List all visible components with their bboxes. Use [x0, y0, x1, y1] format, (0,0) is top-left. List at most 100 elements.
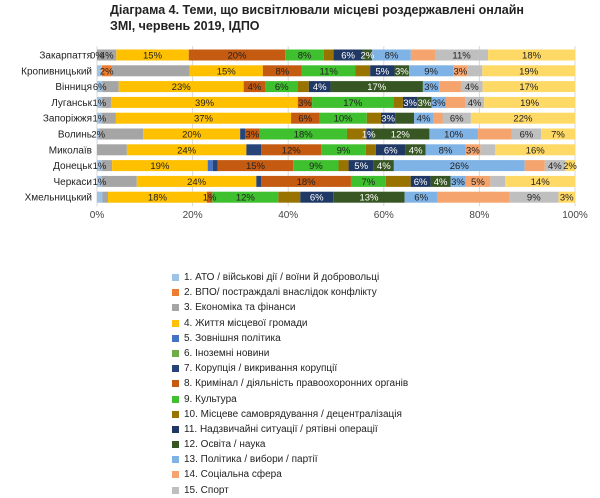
bar-segment [417, 96, 432, 108]
data-label: 3% [560, 193, 574, 204]
legend-swatch [172, 380, 179, 388]
bar-segment [243, 81, 266, 93]
data-label: 1% [362, 130, 376, 141]
bar-segment [330, 81, 423, 93]
bar-segment [395, 112, 415, 124]
data-label: 6% [414, 177, 428, 188]
bar-segment [338, 160, 349, 172]
bar-segment [111, 65, 190, 77]
category-label: Донецьк [53, 161, 92, 172]
legend-label: 9. Культура [184, 393, 237, 405]
category-label: Волинь [58, 130, 92, 141]
data-label: 13% [359, 193, 379, 204]
bar-segment [541, 128, 575, 140]
legend-item: 9. Культура [172, 392, 408, 407]
bar-segment [97, 65, 102, 77]
legend-label: 5. Зовнішня політика [184, 332, 281, 344]
legend-label: 1. АТО / військові дії / воїни й доброво… [184, 272, 380, 283]
bar-segment [112, 160, 208, 172]
legend-swatch [172, 486, 179, 494]
data-label: 18% [522, 51, 542, 62]
data-label: 20% [182, 130, 202, 141]
data-label: 2% [361, 51, 375, 62]
legend: 1. АТО / військові дії / воїни й доброво… [172, 270, 408, 498]
category-label: Закарпаття [39, 51, 92, 62]
data-label: 3% [403, 98, 417, 109]
data-label: 6% [275, 82, 289, 93]
bar-segment [465, 175, 491, 187]
data-label: 5% [354, 161, 368, 172]
data-label: 4% [548, 161, 562, 172]
bar-segment [380, 112, 396, 124]
category-label: Вінниця [55, 82, 92, 93]
legend-label: 7. Корупція / викривання корупції [184, 363, 338, 375]
bar-segment [375, 144, 406, 156]
bar-segment [405, 144, 426, 156]
bar-segment [136, 175, 257, 187]
data-label: 9% [337, 145, 351, 156]
x-tick-label: 60% [374, 210, 394, 221]
bar-segment [439, 81, 461, 93]
bar-segment [355, 65, 371, 77]
bar-segment [544, 160, 565, 172]
bar-segment [97, 144, 127, 156]
data-label: 15% [143, 51, 163, 62]
legend-swatch [172, 395, 179, 403]
bar-segment [101, 65, 112, 77]
data-label: 18% [148, 193, 168, 204]
bar-segment [261, 144, 322, 156]
bar-segment [425, 144, 466, 156]
data-label: 4% [417, 114, 431, 125]
data-label: 4% [409, 145, 423, 156]
data-labels: 0% 15% 20% 8% 6% 2% 8% 11% 18%4%2% 15% 8% 11% 5% 3% 9%… [90, 51, 577, 204]
bar-segment [101, 112, 116, 124]
bar-segment [558, 191, 575, 203]
bar-segment [404, 191, 438, 203]
bar-segment [442, 112, 471, 124]
bar-segment [99, 128, 144, 140]
legend-label: 13. Політика / вибори / партії [184, 454, 318, 466]
bar-segment [505, 175, 575, 187]
bar-segment [107, 191, 207, 203]
bar-segment [118, 81, 244, 93]
legend-label: 4. Життя місцевої громади [184, 317, 308, 329]
bar-segment [402, 96, 418, 108]
data-label: 2% [91, 130, 105, 141]
legend-swatch [172, 274, 179, 281]
data-label: 3% [418, 98, 432, 109]
data-label: 8% [298, 51, 312, 62]
bar-segment [524, 160, 545, 172]
bar-segment [259, 128, 347, 140]
bar-segment [262, 65, 302, 77]
legend-item: 11. Надзвичайні ситуації / рятівні опера… [172, 422, 408, 437]
bar-segment [293, 160, 339, 172]
data-label: 2% [100, 66, 114, 77]
bar-segment [465, 96, 485, 108]
bar-segment [212, 191, 279, 203]
legend-swatch [172, 289, 179, 297]
data-label: 6% [384, 145, 398, 156]
bar-segment [431, 96, 446, 108]
data-label: 1% [93, 161, 107, 172]
bar-segment [116, 49, 189, 61]
bar-segment [102, 81, 119, 93]
data-label: 22% [513, 114, 533, 125]
bar-segment [460, 81, 483, 93]
bar-segment [189, 65, 263, 77]
data-label: 4% [100, 51, 114, 62]
bar-segment [433, 112, 443, 124]
data-label: 7% [551, 130, 565, 141]
bar-segment [366, 128, 372, 140]
bar-segment [246, 144, 262, 156]
category-labels: Закарпаття Кропивницький Вінниця Луганськ За… [21, 51, 92, 204]
legend-label: 11. Надзвичайні ситуації / рятівні опера… [184, 423, 378, 435]
data-label: 3% [451, 177, 465, 188]
legend-label: 10. Місцеве самоврядування / децентраліз… [184, 408, 402, 420]
bar-segment [97, 175, 102, 187]
bar-segment [312, 96, 394, 108]
data-label: 12% [391, 130, 411, 141]
data-label: 8% [385, 51, 399, 62]
bar-segment [285, 49, 324, 61]
data-label: 23% [172, 82, 192, 93]
bar-segment [564, 160, 575, 172]
